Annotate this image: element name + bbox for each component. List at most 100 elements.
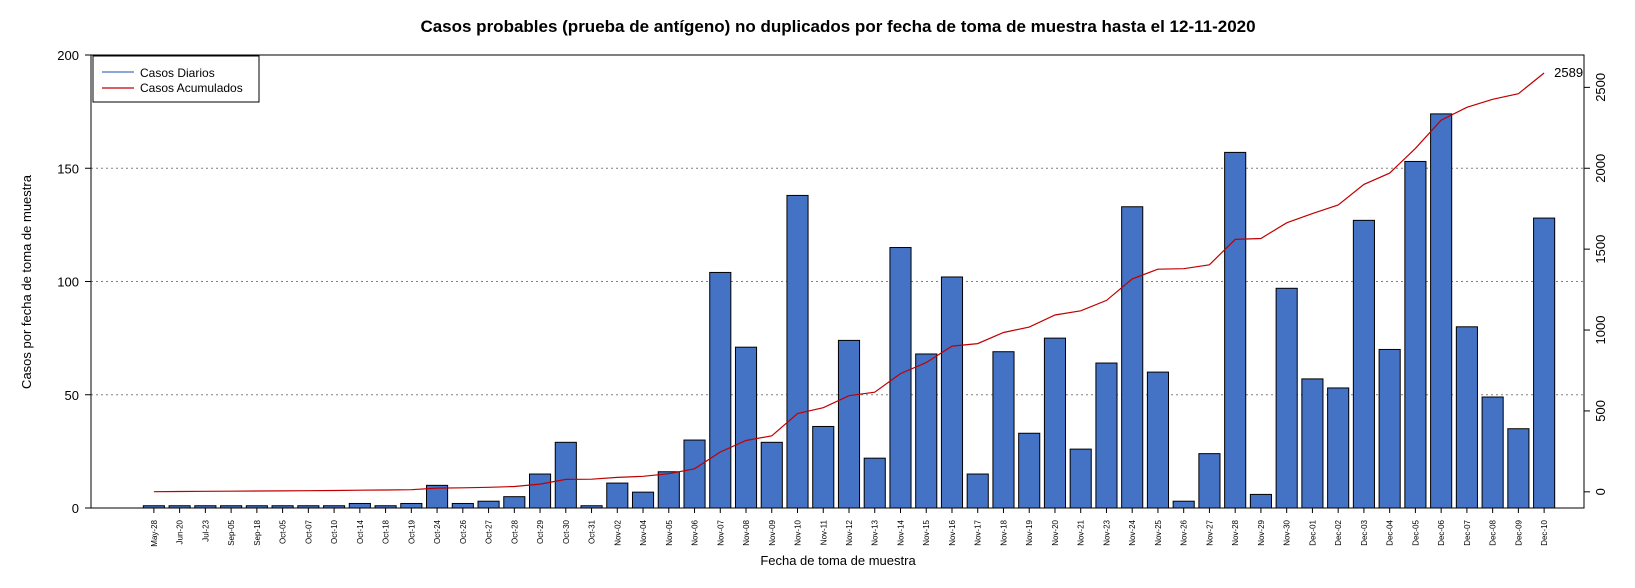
bar-dec-07: [1455, 326, 1478, 509]
bar-nov-10: [786, 194, 809, 509]
bar-dec-04: [1378, 348, 1401, 509]
bar-oct-19: [400, 502, 423, 509]
x-tick-label-oct-26: Oct-26: [459, 519, 468, 544]
chart-title: Casos probables (prueba de antígeno) no …: [420, 17, 1255, 36]
bar-nov-28: [1224, 151, 1247, 509]
bar-dec-03: [1352, 219, 1375, 509]
x-tick-label-dec-01: Dec-01: [1308, 519, 1317, 545]
y-axis-label: Casos por fecha de toma de muestra: [19, 174, 34, 389]
bar-oct-29: [528, 473, 552, 509]
y2-tick-label: 2000: [1593, 154, 1608, 183]
cumulative-line-group: [153, 72, 1545, 493]
bar-nov-09: [760, 441, 783, 509]
x-tick-label-dec-06: Dec-06: [1437, 519, 1446, 545]
x-tick-label-nov-15: Nov-15: [922, 519, 931, 545]
line-casos-acumulados: [153, 72, 1545, 493]
x-tick-label-nov-17: Nov-17: [974, 519, 983, 545]
x-tick-label-oct-18: Oct-18: [382, 519, 391, 544]
x-tick-label-oct-19: Oct-19: [407, 519, 416, 544]
x-tick-label-jul-23: Jul-23: [201, 519, 210, 541]
y2-tick-label: 2500: [1593, 73, 1608, 102]
bar-nov-11: [812, 425, 835, 509]
x-tick-label-nov-11: Nov-11: [819, 519, 828, 545]
bar-nov-12: [837, 339, 861, 509]
x-tick-label-nov-18: Nov-18: [999, 519, 1008, 545]
y-axis-right: 0 500 1000 1500 2000 2500: [1584, 73, 1608, 495]
bar-nov-14: [889, 247, 912, 509]
bar-nov-04: [631, 491, 655, 509]
x-tick-label-dec-10: Dec-10: [1540, 519, 1549, 545]
x-tick-label-oct-07: Oct-07: [304, 519, 313, 544]
x-tick-label-nov-05: Nov-05: [665, 519, 674, 545]
x-tick-label-nov-10: Nov-10: [794, 519, 803, 545]
y-tick-label: 200: [57, 48, 79, 63]
bar-nov-08: [734, 346, 758, 509]
bar-dec-05: [1404, 160, 1427, 509]
bar-nov-18: [992, 351, 1015, 509]
bar-nov-25: [1146, 371, 1170, 509]
x-tick-label-dec-03: Dec-03: [1360, 519, 1369, 545]
x-tick-label-oct-29: Oct-29: [536, 519, 545, 544]
x-tick-label-nov-12: Nov-12: [845, 519, 854, 545]
bar-nov-19: [1018, 432, 1041, 509]
bar-oct-30: [554, 441, 577, 509]
x-tick-label-dec-05: Dec-05: [1411, 519, 1420, 545]
x-axis: May-28 Jun-20 Jul-23 Sep-05 Sep-18 Oct-05 Oct-…: [150, 508, 1549, 547]
x-tick-label-sep-05: Sep-05: [227, 519, 236, 545]
x-tick-label-dec-08: Dec-08: [1489, 519, 1498, 545]
bar-oct-27: [477, 500, 500, 509]
bar-nov-17: [966, 473, 989, 509]
bar-nov-29: [1249, 493, 1272, 509]
x-tick-label-nov-29: Nov-29: [1257, 519, 1266, 545]
x-tick-label-nov-16: Nov-16: [948, 519, 957, 545]
bar-dec-09: [1507, 428, 1530, 509]
bar-dec-02: [1327, 387, 1350, 509]
x-tick-label-nov-13: Nov-13: [871, 519, 880, 545]
x-tick-label-oct-14: Oct-14: [356, 519, 365, 544]
annotation-last-cumulative: 2589: [1554, 65, 1583, 80]
y-tick-label: 150: [57, 161, 79, 176]
bar-oct-26: [451, 502, 474, 509]
bar-dec-10: [1533, 217, 1556, 509]
bar-dec-01: [1301, 378, 1324, 509]
x-tick-label-nov-02: Nov-02: [613, 519, 622, 545]
x-tick-label-oct-28: Oct-28: [510, 519, 519, 544]
legend-label-casos-diarios: Casos Diarios: [140, 66, 215, 80]
x-tick-label-oct-31: Oct-31: [588, 519, 597, 544]
y-tick-label: 50: [65, 388, 79, 403]
y-axis-left: 0 50 100 150 200: [57, 48, 91, 516]
x-tick-label-nov-09: Nov-09: [768, 519, 777, 545]
x-tick-label-nov-24: Nov-24: [1128, 519, 1137, 545]
bar-oct-14: [348, 502, 371, 509]
x-tick-label-nov-26: Nov-26: [1180, 519, 1189, 545]
y2-tick-label: 1500: [1593, 235, 1608, 264]
x-tick-label-dec-09: Dec-09: [1514, 519, 1523, 545]
x-tick-label-nov-20: Nov-20: [1051, 519, 1060, 545]
grid: [91, 167, 1584, 396]
x-tick-label-nov-25: Nov-25: [1154, 519, 1163, 545]
bar-nov-06: [683, 439, 706, 509]
x-tick-label-nov-14: Nov-14: [896, 519, 905, 545]
x-tick-label-jun-20: Jun-20: [176, 519, 185, 544]
bar-nov-24: [1121, 206, 1144, 509]
y2-tick-label: 1000: [1593, 316, 1608, 345]
bar-nov-05: [657, 471, 680, 509]
bar-nov-16: [940, 276, 964, 509]
x-tick-label-oct-10: Oct-10: [330, 519, 339, 544]
x-tick-label-dec-02: Dec-02: [1334, 519, 1343, 545]
bar-nov-07: [709, 271, 732, 509]
bar-nov-13: [863, 457, 886, 509]
legend: Casos Diarios Casos Acumulados: [92, 55, 260, 103]
bar-dec-08: [1481, 396, 1504, 509]
bar-nov-15: [915, 353, 938, 509]
x-tick-label-nov-08: Nov-08: [742, 519, 751, 545]
x-tick-label-nov-21: Nov-21: [1077, 519, 1086, 545]
x-tick-label-nov-07: Nov-07: [716, 519, 725, 545]
x-tick-label-nov-19: Nov-19: [1025, 519, 1034, 545]
bar-nov-27: [1198, 453, 1221, 509]
x-tick-label-dec-07: Dec-07: [1463, 519, 1472, 545]
x-tick-label-oct-30: Oct-30: [562, 519, 571, 544]
x-tick-label-sep-18: Sep-18: [253, 519, 262, 545]
x-tick-label-oct-27: Oct-27: [485, 519, 494, 544]
